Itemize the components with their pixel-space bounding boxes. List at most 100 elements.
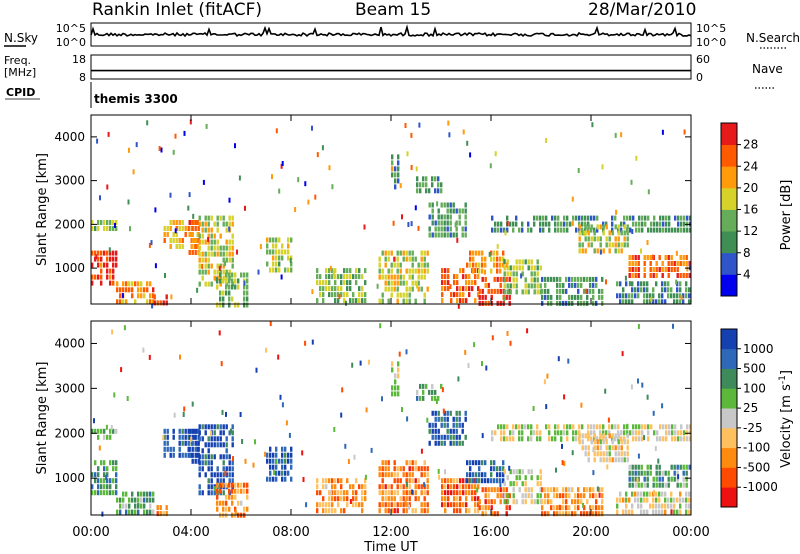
velocity-cell: [654, 446, 657, 451]
velocity-cell: [405, 496, 408, 502]
power-cell: [689, 227, 692, 233]
velocity-cell: [393, 502, 396, 508]
power-cell: [458, 220, 461, 226]
velocity-cell: [325, 508, 328, 514]
power-cell: [472, 250, 475, 256]
velocity-cell: [156, 511, 159, 517]
power-cell: [107, 131, 110, 137]
velocity-cell: [503, 436, 506, 442]
power-cell: [533, 289, 536, 295]
power-cell: [172, 149, 175, 155]
power-cell: [396, 274, 399, 280]
power-cell: [506, 227, 509, 233]
velocity-cell: [468, 490, 471, 496]
velocity-cell: [172, 434, 175, 440]
velocity-cell: [584, 433, 587, 439]
power-cell: [565, 288, 568, 294]
velocity-cell: [458, 410, 461, 416]
velocity-cell: [275, 446, 278, 452]
velocity-cell: [222, 430, 225, 436]
velocity-cell: [593, 433, 596, 439]
velocity-cell: [562, 493, 565, 499]
velocity-cell: [626, 430, 629, 436]
velocity-cell: [455, 434, 458, 440]
power-cell: [617, 227, 620, 233]
velocity-cell: [661, 476, 664, 482]
power-cell: [629, 215, 632, 221]
velocity-cell: [459, 502, 462, 508]
velocity-cell: [213, 436, 216, 442]
velocity-cell: [614, 424, 617, 430]
velocity-cell: [473, 342, 476, 348]
power-cell: [246, 278, 249, 284]
velocity-cell: [224, 470, 227, 476]
power-cell: [527, 227, 530, 233]
power-cell: [667, 267, 670, 272]
power-cell: [637, 287, 640, 293]
velocity-cell: [625, 503, 628, 509]
power-cell: [584, 236, 587, 242]
power-cell: [210, 239, 213, 245]
power-cell: [515, 271, 518, 277]
velocity-cell: [216, 488, 219, 494]
power-cell: [512, 283, 515, 289]
power-cell: [441, 286, 444, 292]
velocity-cell: [689, 424, 692, 430]
velocity-cell: [347, 459, 350, 464]
power-cell: [568, 300, 571, 306]
velocity-cell: [670, 491, 673, 497]
velocity-cell: [557, 356, 560, 362]
power-cell: [499, 262, 502, 268]
power-cell: [163, 226, 166, 231]
velocity-cell: [423, 482, 426, 488]
velocity-cell: [487, 478, 490, 484]
velocity-cell: [583, 487, 586, 493]
power-cell: [378, 268, 381, 274]
velocity-cell: [191, 434, 194, 440]
velocity-cell: [423, 466, 426, 472]
velocity-cell: [275, 476, 278, 482]
power-cell: [329, 265, 332, 271]
velocity-cell: [322, 502, 325, 508]
power-cell: [106, 256, 109, 262]
power-cell: [455, 220, 458, 226]
power-cell: [668, 215, 671, 221]
power-cell: [539, 227, 542, 233]
velocity-cell: [580, 511, 583, 517]
power-cell: [246, 272, 249, 278]
velocity-cell: [530, 487, 533, 493]
power-cell: [272, 255, 275, 261]
velocity-cell: [515, 499, 518, 505]
power-cell: [626, 230, 629, 236]
power-cell: [527, 283, 530, 289]
power-cell: [688, 293, 691, 299]
power-cell: [423, 268, 426, 274]
velocity-cell: [490, 478, 493, 484]
power-cell: [520, 273, 523, 279]
velocity-cell: [481, 511, 484, 517]
power-cell: [437, 214, 440, 220]
velocity-cell: [686, 436, 689, 442]
velocity-cell: [658, 497, 661, 503]
velocity-cell: [587, 424, 590, 430]
power-cell: [536, 259, 539, 265]
power-cell: [231, 251, 234, 257]
velocity-cell: [655, 497, 658, 503]
power-cell: [553, 276, 556, 282]
velocity-cell: [518, 469, 521, 475]
velocity-cell: [231, 436, 234, 442]
velocity-cell: [225, 436, 228, 442]
power-cell: [207, 221, 210, 227]
power-cell: [587, 230, 590, 236]
power-cell: [658, 267, 661, 272]
power-cell: [414, 298, 417, 304]
power-cell: [452, 232, 455, 238]
velocity-cell: [466, 472, 469, 478]
velocity-cell: [358, 502, 361, 508]
velocity-cell: [493, 478, 496, 484]
velocity-cell: [559, 493, 562, 499]
velocity-cell: [246, 494, 249, 500]
velocity-cell: [231, 478, 234, 484]
power-cell: [191, 226, 194, 231]
velocity-cell: [387, 502, 390, 508]
